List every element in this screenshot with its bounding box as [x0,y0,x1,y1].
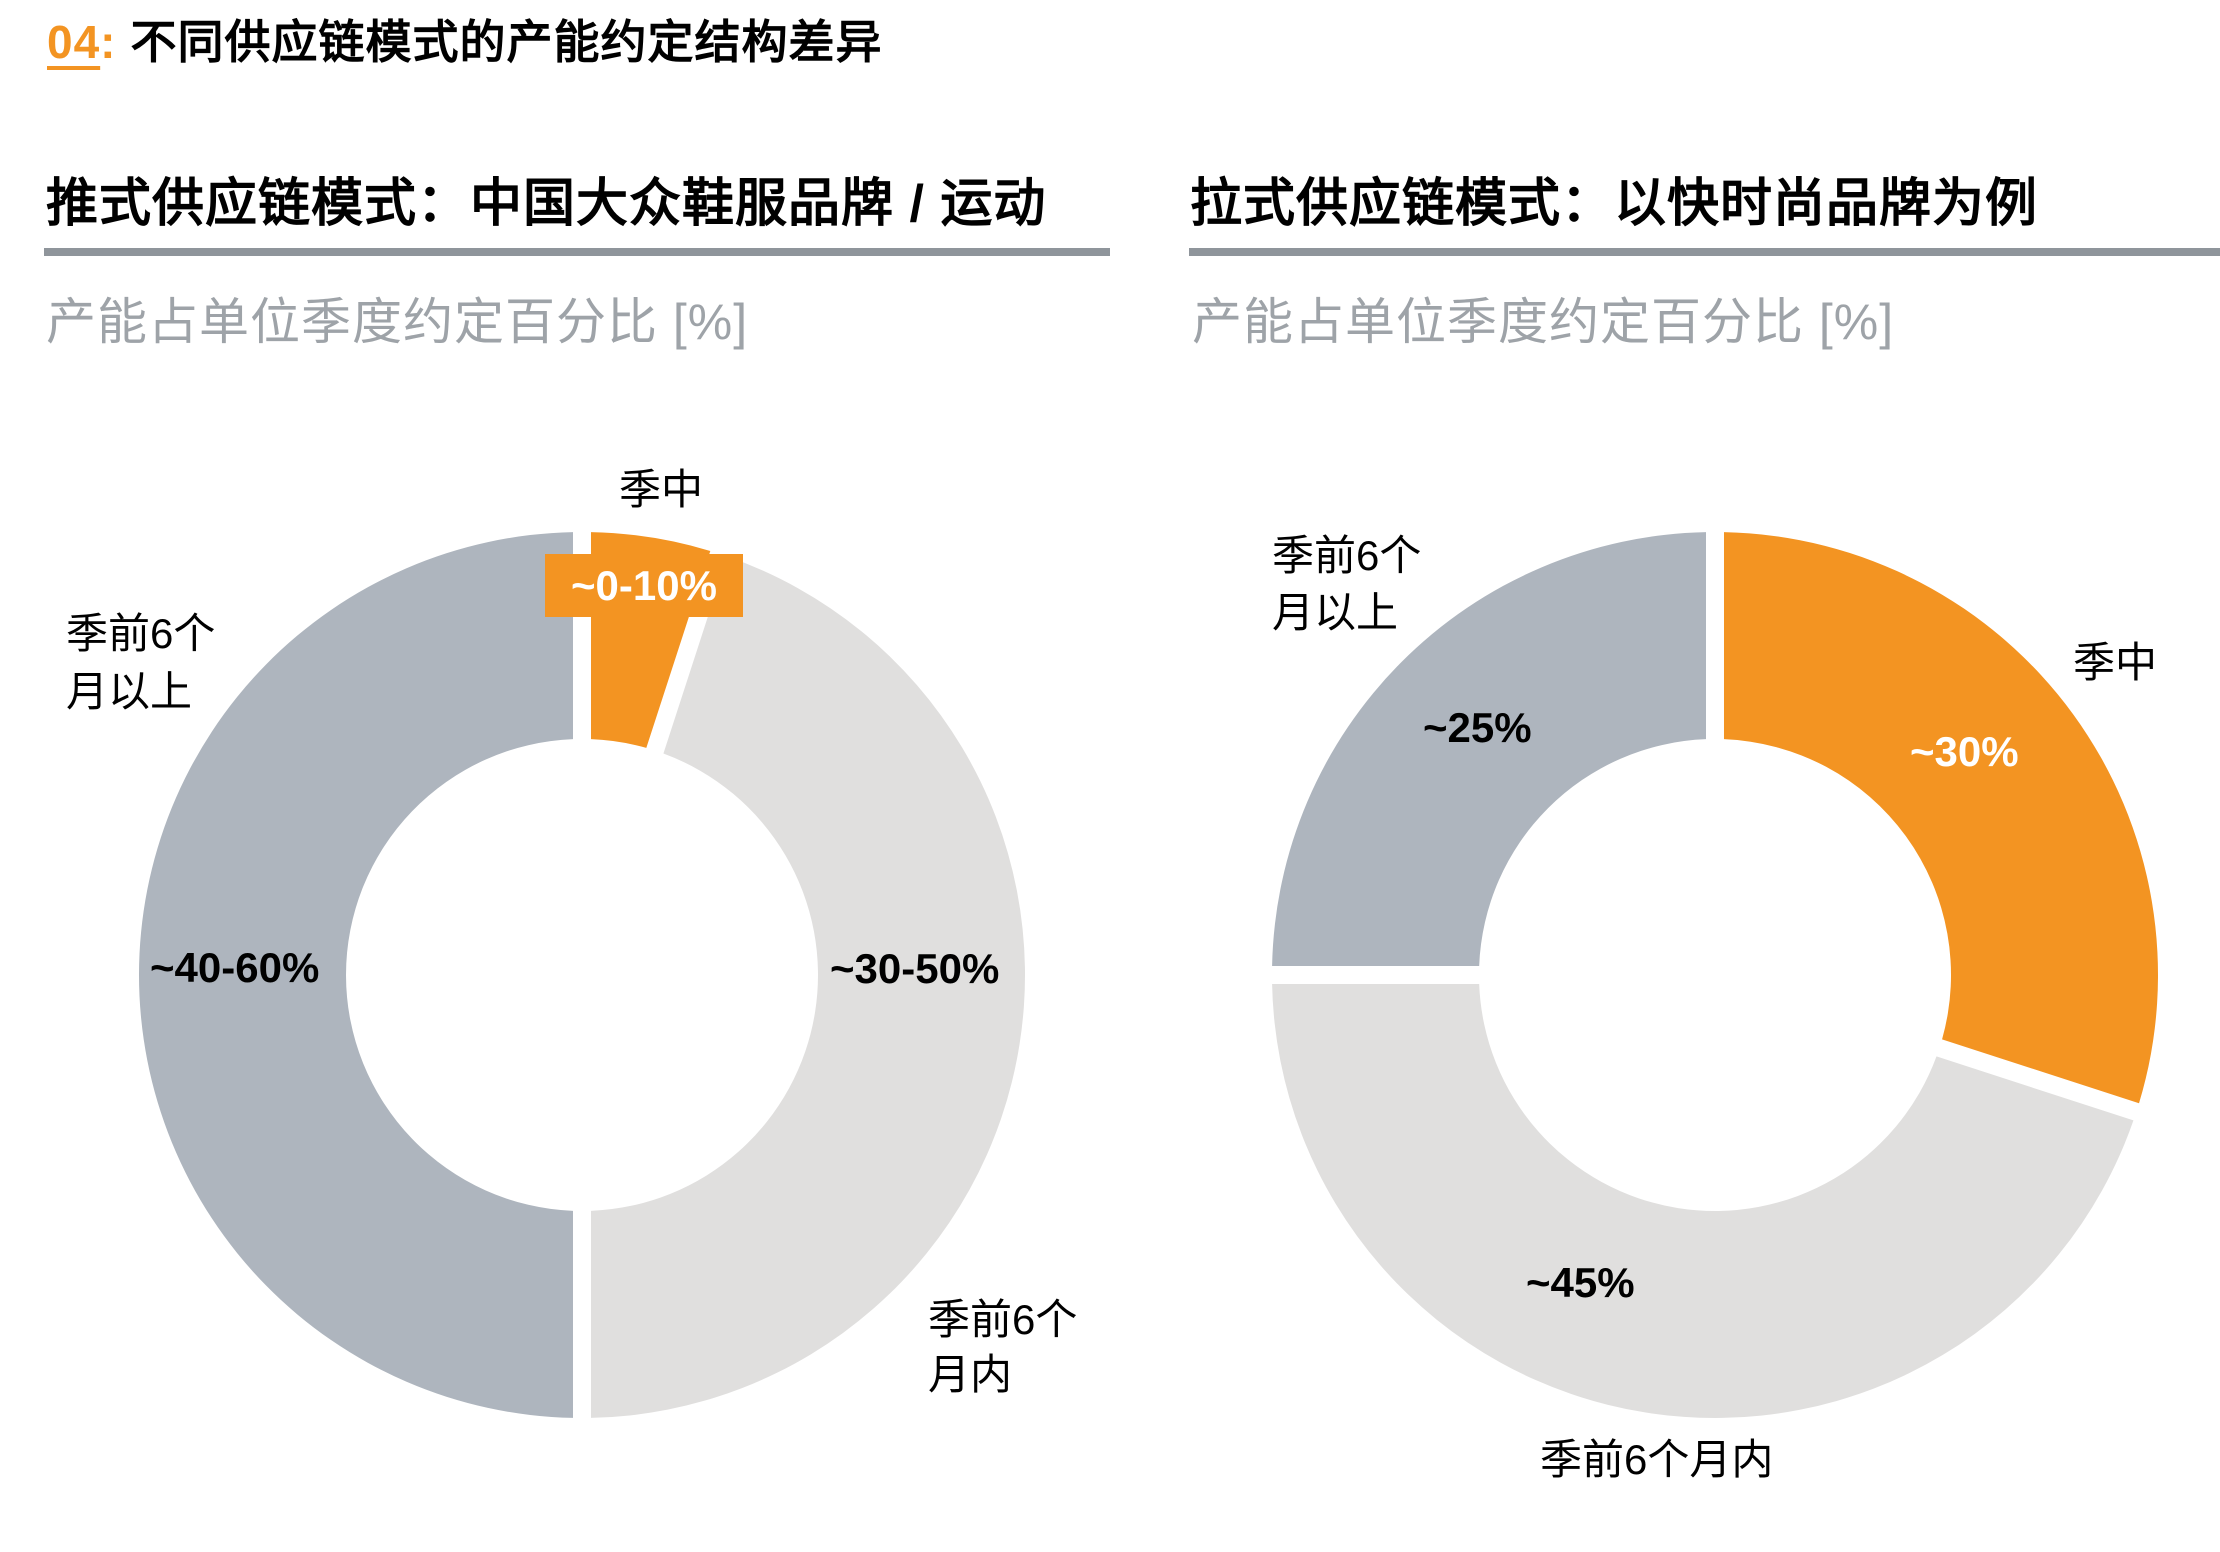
push-panel-subtitle: 产能占单位季度约定百分比 [%] [46,294,749,350]
push-in-season-label: 季中 [619,466,704,513]
donut-slice [1272,532,1707,967]
donut-slice [1723,532,2158,1104]
donut-slice [138,532,574,1418]
push-within-6m-value: ~30-50% [830,945,1000,992]
pull-in-season-value: ~30% [1910,728,2019,775]
title-number: 04 [47,16,101,68]
push-over-6m-label-line1: 季前6个 [66,606,215,662]
pull-panel-rule [1189,248,2220,256]
donut-slice [1272,983,2134,1418]
push-panel-heading: 推式供应链模式：中国大众鞋服品牌 / 运动 [46,175,1047,233]
push-over-6m-label-text1: 季前6个 [66,610,216,657]
title-colon: : [100,16,117,68]
donut-slice [590,556,1025,1418]
push-within-6m-label-line2: 月内 [928,1351,1013,1398]
pull-within-6m-label: 季前6个月内 [1540,1436,1774,1483]
pull-within-6m-value: ~45% [1526,1259,1635,1306]
push-panel-rule [44,248,1110,256]
push-within-6m-label-line1: 季前6个 [928,1296,1078,1343]
pull-panel-subtitle: 产能占单位季度约定百分比 [%] [1192,294,1895,350]
pull-over-6m-value: ~25% [1423,704,1532,751]
title-text: 不同供应链模式的产能约定结构差异 [130,16,883,68]
pull-over-6m-label-line1: 季前6个 [1272,532,1422,579]
pull-donut-chart [1272,532,2158,1418]
push-over-6m-label-line2: 月以上 [66,668,193,715]
pull-in-season-label: 季中 [2073,639,2158,686]
page-title: 04: 不同供应链模式的产能约定结构差异 [47,14,883,70]
push-in-season-value: ~0-10% [571,562,717,609]
push-over-6m-value: ~40-60% [150,944,320,991]
push-in-season-value-box [545,554,743,617]
pull-panel-heading: 拉式供应链模式：以快时尚品牌为例 [1190,175,2039,233]
pull-over-6m-label-line2: 月以上 [1272,589,1399,636]
